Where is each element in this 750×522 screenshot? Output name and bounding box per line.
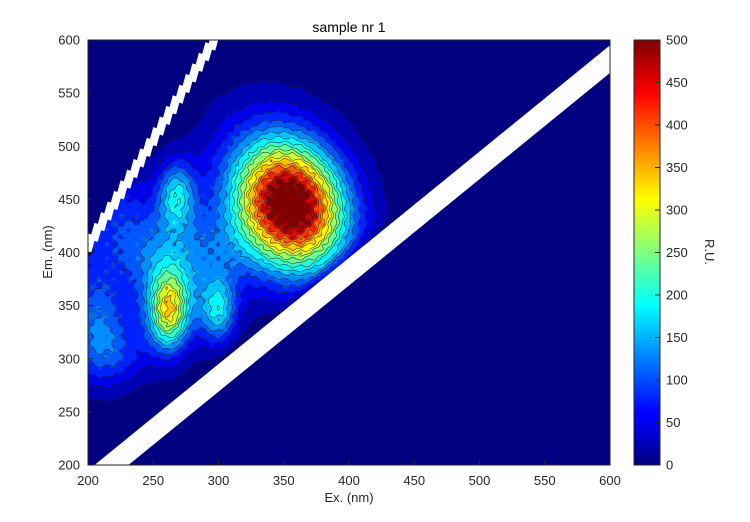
contour-line — [153, 144, 341, 335]
colorbar-tick-label: 250 — [666, 245, 688, 260]
colorbar-tick-label: 450 — [666, 75, 688, 90]
colorbar-tick-label: 100 — [666, 373, 688, 388]
colorbar-ticks: 0 50 100 150 200 250 300 350 400 450 500 — [655, 33, 688, 473]
y-tick-label: 400 — [58, 245, 80, 260]
y-tick-label: 250 — [58, 404, 80, 419]
y-axis: 200 250 300 350 400 450 500 550 600 — [58, 33, 93, 473]
contour-line — [264, 174, 316, 233]
colorbar-tick-label: 500 — [666, 33, 688, 48]
colorbar-tick-label: 300 — [666, 203, 688, 218]
eem-contour-image — [88, 40, 610, 465]
x-tick-label: 600 — [599, 473, 621, 488]
x-tick-label: 300 — [208, 473, 230, 488]
contour-line — [254, 164, 325, 244]
y-tick-label: 550 — [58, 86, 80, 101]
colorbar-label: R.U. — [702, 239, 717, 265]
x-axis: 200 250 300 350 400 450 500 550 600 — [77, 460, 621, 488]
x-tick-label: 250 — [142, 473, 164, 488]
contour-line — [260, 171, 318, 239]
x-tick-label: 350 — [273, 473, 295, 488]
y-tick-label: 600 — [58, 33, 80, 48]
x-tick-label: 200 — [77, 473, 99, 488]
colorbar-tick-label: 50 — [666, 415, 680, 430]
colorbar-tick-label: 0 — [666, 458, 673, 473]
y-tick-label: 350 — [58, 298, 80, 313]
y-tick-label: 450 — [58, 192, 80, 207]
x-axis-label: Ex. (nm) — [324, 490, 373, 505]
colorbar-tick-label: 400 — [666, 118, 688, 133]
y-tick-label: 300 — [58, 351, 80, 366]
colorbar-tick-label: 200 — [666, 288, 688, 303]
contour-line — [267, 178, 311, 229]
x-tick-label: 450 — [403, 473, 425, 488]
contour-line — [257, 169, 320, 241]
scatter-bands — [88, 40, 610, 465]
colorbar: 0 50 100 150 200 250 300 350 400 450 500 R.U. — [633, 33, 717, 473]
contour-line — [163, 158, 329, 318]
chart-title: sample nr 1 — [312, 19, 385, 35]
contour-line — [155, 148, 338, 332]
contour-line — [88, 119, 362, 369]
contour-line — [148, 135, 348, 343]
contour-line — [165, 162, 326, 303]
contour-line — [145, 130, 352, 347]
contour-line — [88, 126, 356, 360]
contour-line — [150, 141, 345, 339]
x-tick-label: 500 — [469, 473, 491, 488]
x-tick-label: 550 — [534, 473, 556, 488]
y-tick-label: 500 — [58, 139, 80, 154]
colorbar-tick-label: 150 — [666, 330, 688, 345]
contour-lines — [88, 79, 389, 403]
contour-line — [160, 155, 333, 323]
first-order-scatter-band — [94, 45, 610, 465]
y-axis-label: Em. (nm) — [40, 225, 55, 278]
y-tick-label: 200 — [58, 458, 80, 473]
colorbar-tick-label: 350 — [666, 160, 688, 175]
contour-line — [157, 151, 334, 328]
x-tick-label: 400 — [338, 473, 360, 488]
plot-area — [87, 39, 611, 466]
